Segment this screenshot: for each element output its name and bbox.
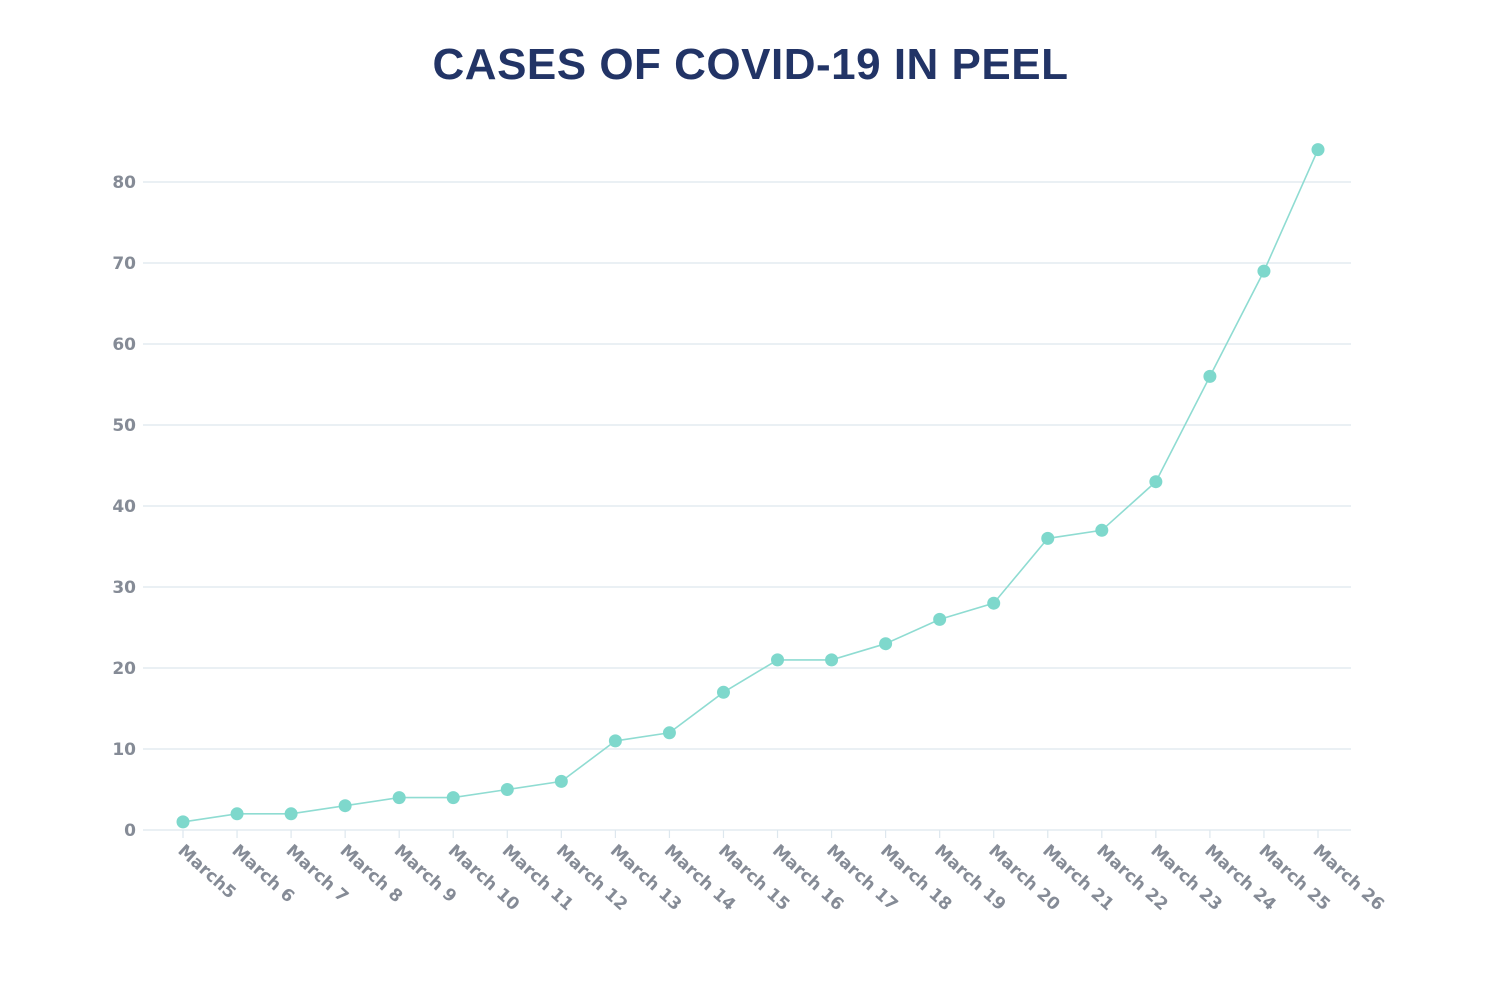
y-tick-label: 70 (112, 254, 136, 274)
data-point (338, 799, 352, 813)
y-axis-ticks: 0 10 20 30 40 50 60 70 80 (112, 173, 136, 841)
gridlines (143, 181, 1351, 838)
data-point (554, 774, 568, 788)
data-point (1149, 475, 1163, 489)
data-point (825, 653, 839, 667)
y-tick-label: 20 (112, 659, 136, 679)
y-tick-label: 40 (112, 497, 136, 517)
data-point (500, 783, 514, 796)
series-line (182, 149, 1319, 823)
y-tick-label: 60 (112, 335, 136, 355)
y-tick-label: 10 (112, 740, 136, 760)
data-point (1203, 369, 1217, 383)
data-point (608, 734, 622, 748)
data-point (933, 612, 947, 626)
data-point (662, 726, 676, 740)
data-point (176, 815, 190, 829)
data-point (446, 791, 460, 805)
y-tick-label: 80 (112, 173, 136, 193)
y-tick-label: 50 (112, 416, 136, 436)
data-point (987, 596, 1001, 610)
y-tick-label: 0 (124, 821, 136, 841)
data-point (1311, 143, 1325, 157)
chart-title: CASES OF COVID-19 IN PEEL (432, 40, 1069, 89)
data-point (284, 807, 298, 821)
data-point (1095, 523, 1109, 537)
data-point (1257, 264, 1271, 278)
y-tick-label: 30 (112, 578, 136, 598)
series-layer (176, 143, 1325, 829)
data-point (392, 791, 406, 805)
data-point (879, 637, 893, 651)
data-point (230, 807, 244, 821)
x-tick-label: March5 (174, 841, 240, 903)
data-point (1041, 531, 1055, 545)
data-point (771, 653, 785, 667)
data-point (716, 685, 730, 699)
